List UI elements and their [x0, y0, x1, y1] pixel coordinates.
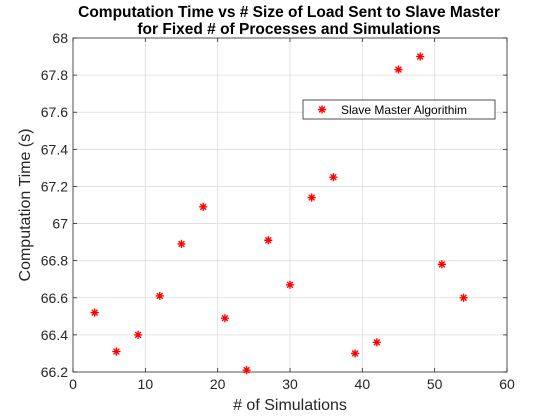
legend-entry-label: Slave Master Algorithim — [341, 103, 467, 117]
data-point — [198, 202, 208, 212]
x-tick-label: 40 — [355, 376, 371, 392]
y-tick-label: 67.8 — [41, 67, 68, 83]
data-point — [264, 236, 273, 245]
data-point — [133, 330, 143, 340]
data-point — [177, 239, 186, 249]
x-tick-label: 60 — [499, 376, 515, 392]
legend-marker-symbol — [317, 105, 327, 114]
data-point — [242, 365, 251, 375]
data-point — [90, 308, 99, 317]
data-point — [112, 347, 121, 356]
axis-ticks: 0 10 20 30 40 50 60 66.2 66.4 66.6 66.8 67 67.2 67.4 6… — [41, 30, 515, 392]
x-tick-label: 30 — [282, 376, 298, 392]
x-tick-label: 0 — [69, 376, 77, 392]
x-tick-label: 20 — [210, 376, 226, 392]
data-point — [285, 280, 295, 289]
data-point — [220, 313, 230, 323]
data-point — [155, 291, 165, 301]
y-tick-label: 66.2 — [41, 364, 68, 380]
legend-marker — [317, 105, 327, 114]
chart-title-line-2: for Fixed # of Processes and Simulations — [137, 21, 440, 38]
data-point — [459, 293, 468, 302]
data-point — [329, 172, 338, 182]
x-axis-label: # of Simulations — [233, 397, 347, 414]
y-tick-label: 67.6 — [41, 104, 68, 120]
x-tick-label: 50 — [427, 376, 443, 392]
grid-lines — [73, 38, 507, 372]
y-tick-label: 67.2 — [41, 178, 68, 194]
data-point — [350, 349, 360, 358]
data-points — [90, 52, 468, 375]
data-point — [437, 260, 447, 269]
legend-box — [302, 99, 496, 120]
y-tick-label: 68 — [52, 30, 68, 46]
y-tick-label: 67.4 — [41, 141, 68, 157]
y-tick-label: 66.8 — [41, 253, 68, 269]
legend: Slave Master Algorithim — [302, 99, 496, 120]
data-point — [394, 65, 403, 74]
chart-title-line-1: Computation Time vs # Size of Load Sent … — [78, 4, 500, 21]
data-point — [416, 52, 425, 61]
y-tick-label: 66.4 — [41, 327, 68, 343]
y-axis-label: Computation Time (s) — [17, 129, 34, 282]
data-point — [307, 193, 316, 202]
x-tick-label: 10 — [138, 376, 154, 392]
y-tick-label: 66.6 — [41, 290, 68, 306]
y-tick-label: 67 — [52, 216, 68, 232]
data-point — [372, 338, 381, 347]
